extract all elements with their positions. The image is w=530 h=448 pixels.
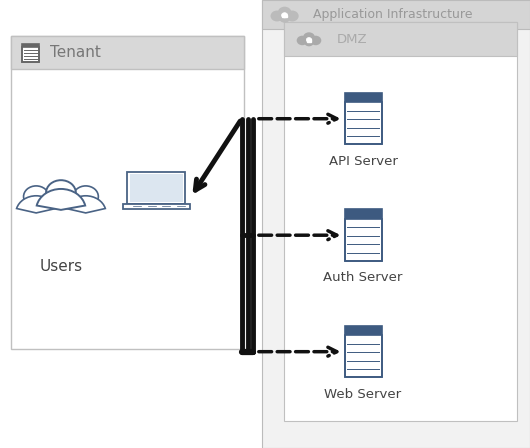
Circle shape (303, 32, 315, 43)
Bar (284, 22, 517, 421)
Bar (282, 15, 287, 17)
Circle shape (281, 13, 288, 18)
Circle shape (46, 180, 76, 205)
Circle shape (297, 36, 308, 45)
Circle shape (304, 39, 314, 46)
Circle shape (310, 36, 321, 45)
Bar (11, 36, 244, 69)
Bar (123, 203, 190, 208)
Bar (262, 0, 530, 29)
Circle shape (279, 13, 290, 23)
Bar (344, 326, 382, 377)
Circle shape (286, 11, 299, 22)
Circle shape (270, 11, 284, 22)
Bar (262, 0, 530, 448)
Bar (22, 44, 39, 62)
Bar (129, 173, 183, 202)
Bar (307, 39, 311, 42)
Wedge shape (16, 196, 56, 213)
Bar (22, 44, 39, 47)
Circle shape (73, 186, 99, 207)
Text: Application Infrastructure: Application Infrastructure (313, 8, 472, 21)
Text: Users: Users (39, 259, 83, 274)
Bar (344, 93, 382, 144)
Wedge shape (66, 196, 105, 213)
Circle shape (23, 186, 49, 207)
Circle shape (306, 38, 312, 42)
Bar (22, 47, 39, 62)
Wedge shape (37, 189, 85, 210)
Bar (344, 93, 382, 102)
Bar (344, 210, 382, 261)
Text: Tenant: Tenant (50, 45, 101, 60)
Text: Auth Server: Auth Server (323, 271, 403, 284)
Bar (344, 219, 382, 261)
Bar (127, 172, 185, 203)
Bar (11, 36, 244, 349)
Circle shape (278, 7, 292, 18)
Bar (344, 335, 382, 377)
Bar (284, 22, 517, 56)
Bar (344, 210, 382, 219)
Bar (344, 326, 382, 335)
Text: DMZ: DMZ (337, 33, 367, 46)
Bar (344, 102, 382, 144)
Text: Web Server: Web Server (324, 388, 402, 401)
Text: API Server: API Server (329, 155, 398, 168)
